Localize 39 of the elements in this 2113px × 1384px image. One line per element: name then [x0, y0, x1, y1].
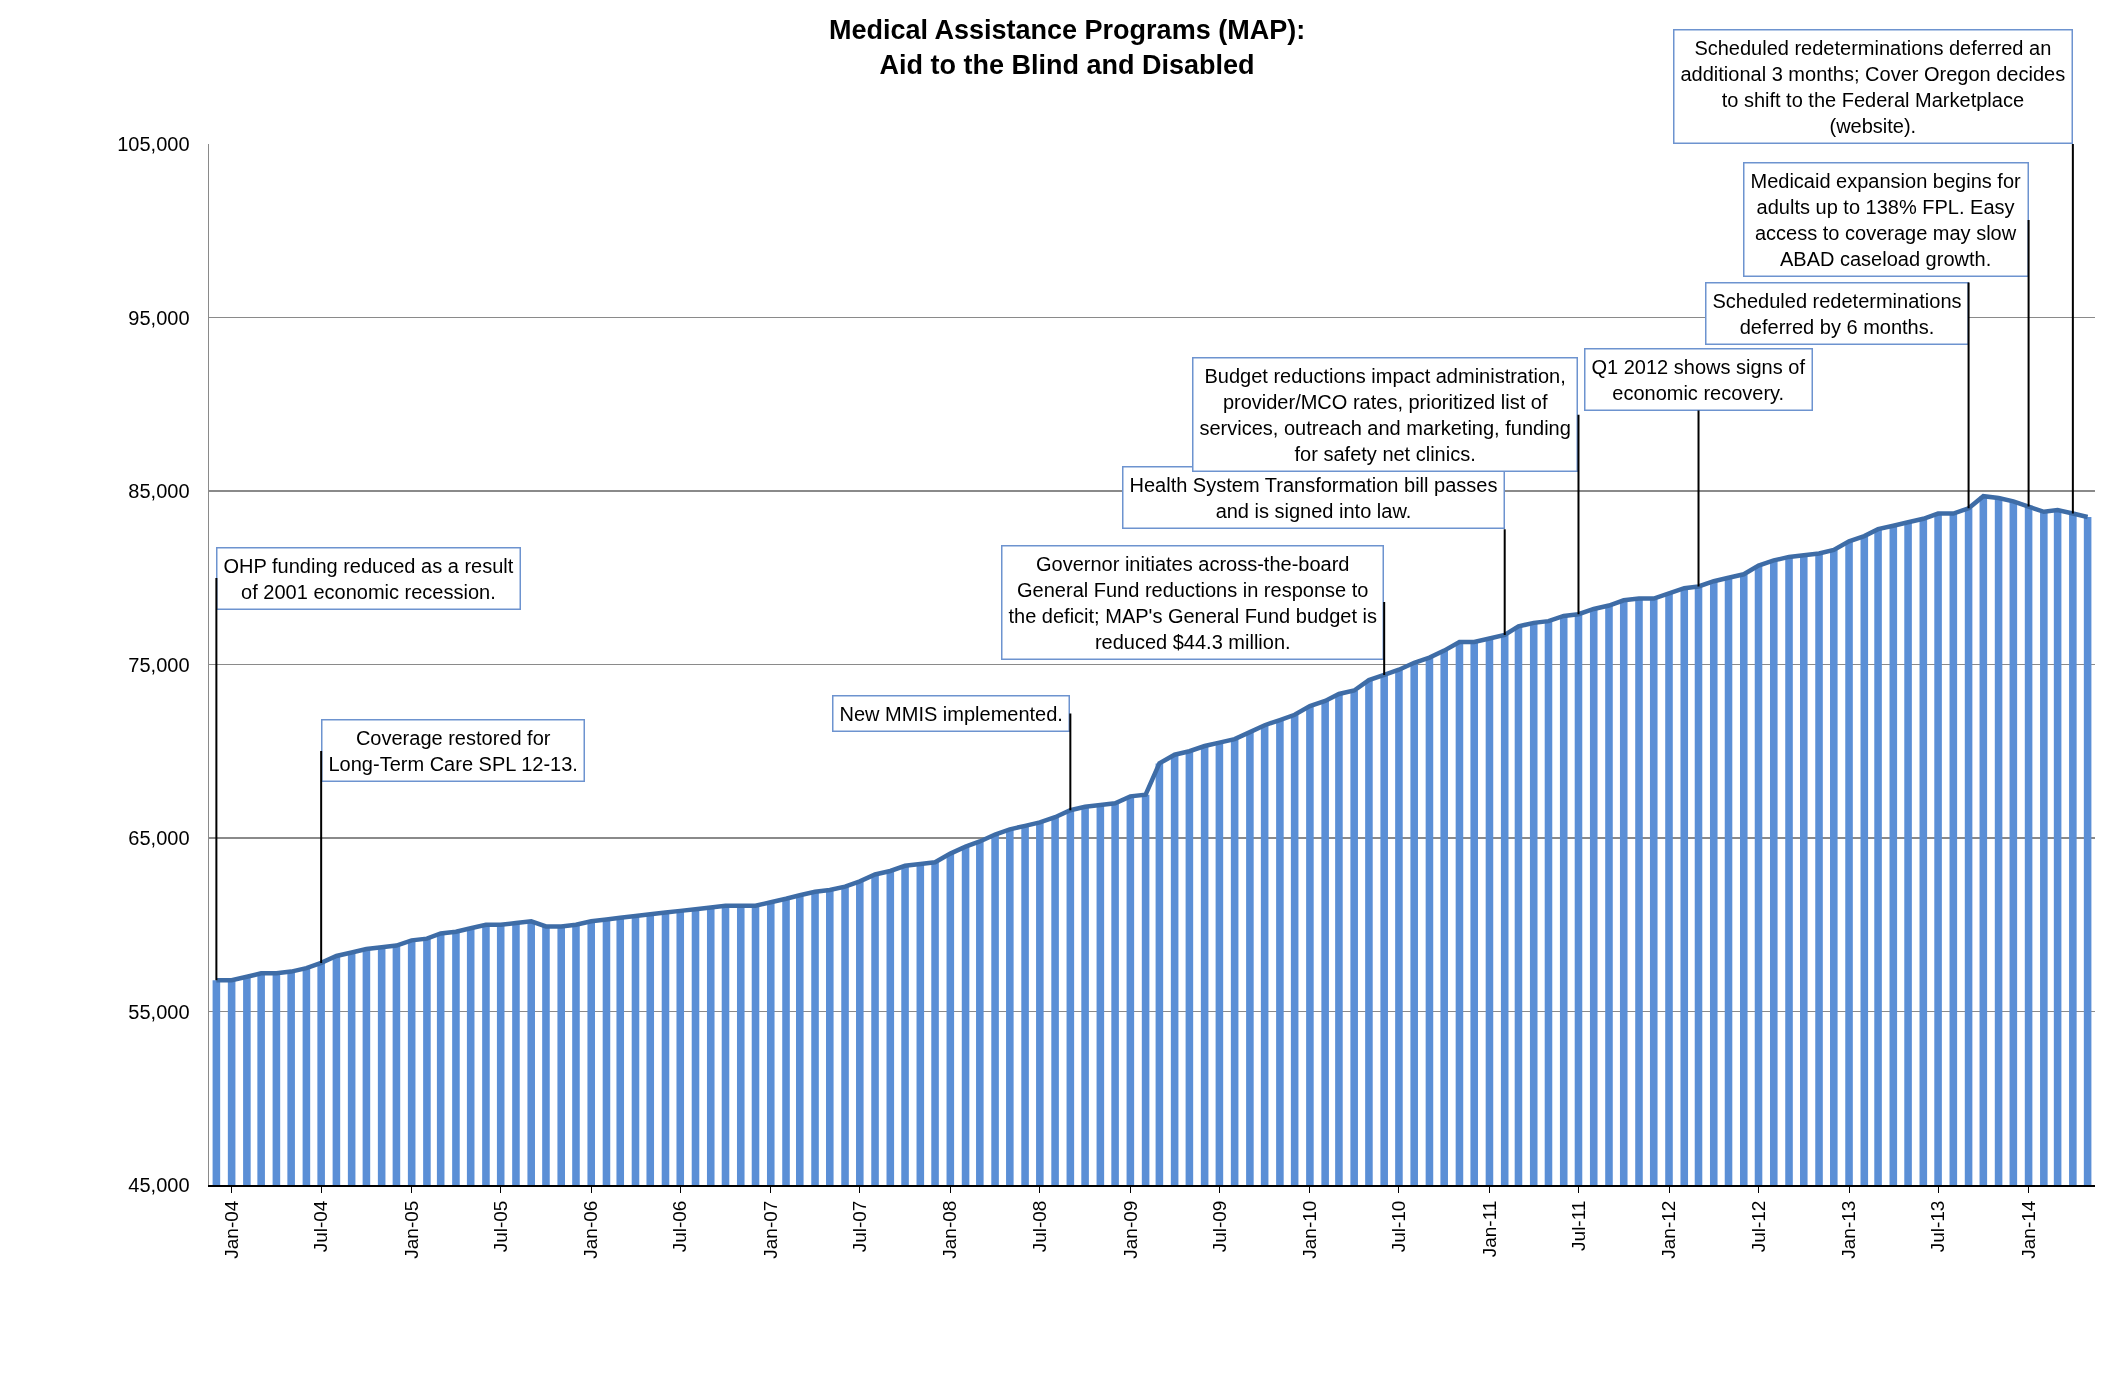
x-tick-label: Jan-13	[1838, 1200, 1860, 1259]
x-tick-label: Jan-06	[580, 1200, 602, 1259]
y-tick-label: 85,000	[128, 480, 190, 502]
y-tick-label: 55,000	[128, 1000, 190, 1023]
x-tick-label: Jul-12	[1747, 1200, 1769, 1253]
x-tick-label: Jul-08	[1029, 1200, 1051, 1253]
x-tick-label: Jan-09	[1119, 1200, 1141, 1259]
x-tick-label: Jul-05	[489, 1200, 511, 1253]
x-tick-label: Jan-11	[1478, 1200, 1500, 1258]
x-tick-label: Jul-09	[1208, 1200, 1230, 1253]
x-tick-label: Jul-06	[669, 1200, 691, 1253]
annotation: Health System Transformation bill passes and is signed into law.	[1129, 473, 1498, 522]
x-tick-label: Jan-10	[1299, 1200, 1321, 1259]
chart-title: Medical Assistance Programs (MAP): Aid to the Blind and Disabled	[828, 14, 1306, 80]
y-tick-label: 95,000	[128, 306, 190, 329]
x-tick-label: Jan-14	[2017, 1200, 2039, 1259]
annotation: Medicaid expansion begins for adults up to 138% FPL. Easy access to coverage may slow ABAD caseload growth.	[1750, 169, 2022, 270]
y-tick-label: 45,000	[128, 1174, 190, 1196]
annotation: OHP funding reduced as a result of 2001 economic recession.	[223, 554, 514, 603]
x-tick-label: Jan-12	[1658, 1200, 1680, 1259]
annotation: Scheduled redeterminations deferred by 6 months.	[1712, 289, 1962, 338]
x-tick-label: Jan-08	[939, 1200, 961, 1259]
x-tick-label: Jan-05	[400, 1200, 422, 1259]
annotation: Scheduled redeterminations deferred an additional 3 months; Cover Oregon decides to shift to the Federal Marketplace (website).	[1680, 36, 2066, 137]
x-tick-label: Jan-04	[220, 1200, 242, 1259]
x-tick-label: Jul-04	[310, 1200, 332, 1253]
x-tick-label: Jul-07	[848, 1200, 870, 1253]
x-tick-label: Jan-07	[759, 1200, 781, 1259]
annotation: Q1 2012 shows signs of economic recovery.	[1591, 355, 1806, 404]
annotation: New MMIS implemented.	[839, 702, 1063, 725]
y-tick-label: 105,000	[117, 133, 190, 155]
x-tick-label: Jul-13	[1927, 1200, 1949, 1253]
x-tick-label: Jul-10	[1388, 1200, 1410, 1253]
annotation: Coverage restored for Long-Term Care SPL 12-13.	[328, 726, 578, 775]
x-tick-label: Jul-11	[1567, 1200, 1589, 1251]
annotation: Governor initiates across-the-board General Fund reductions in response to the deficit; MAP's General Fund budget is reduced $44.3 million.	[1008, 552, 1377, 653]
annotation: Budget reductions impact administration, provider/MCO rates, prioritized list of services, outreach and marketing, funding for safety net clinics.	[1199, 364, 1571, 465]
y-tick-label: 65,000	[128, 827, 190, 849]
y-tick-label: 75,000	[128, 653, 190, 676]
